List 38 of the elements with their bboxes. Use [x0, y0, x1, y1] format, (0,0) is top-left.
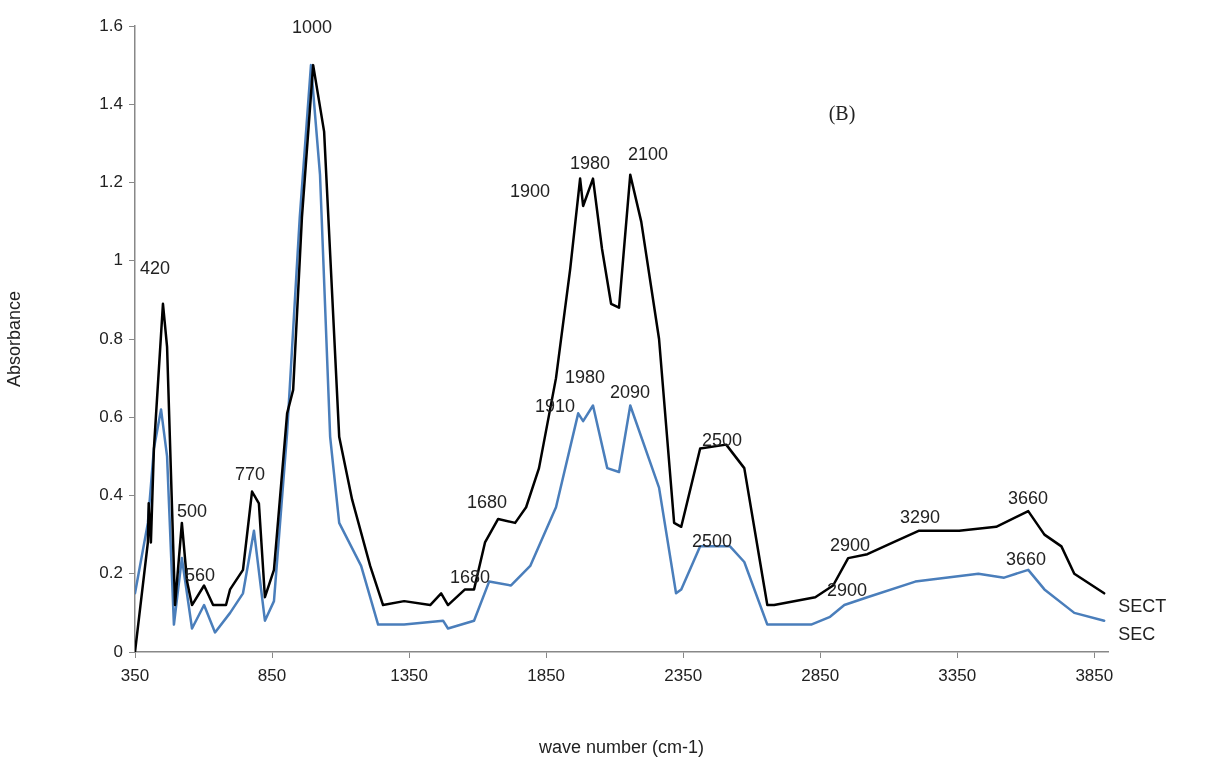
y-tick-label: 1 — [113, 250, 123, 270]
x-tick-label: 3850 — [1075, 665, 1114, 685]
y-tick-label: 0.2 — [99, 563, 123, 583]
x-tick-label: 350 — [120, 665, 150, 685]
series-label: SECT — [1118, 596, 1167, 617]
x-tick-label: 2350 — [664, 665, 703, 685]
annotation: 2100 — [627, 143, 669, 164]
x-tick-label: 1350 — [390, 665, 428, 685]
y-axis-title: Absorbance — [3, 290, 24, 388]
annotation: 1900 — [509, 180, 551, 201]
series-label: SEC — [1118, 623, 1156, 644]
annotation: 1000 — [291, 16, 333, 37]
x-tick-label: 2850 — [801, 665, 840, 685]
annotation: 1680 — [466, 491, 508, 512]
annotation: 3290 — [899, 506, 941, 527]
annotation: 2500 — [701, 429, 743, 450]
y-tick-label: 0.4 — [99, 485, 123, 505]
x-tick-label: 1850 — [527, 665, 566, 685]
y-tick-label: 1.2 — [99, 172, 123, 192]
annotation: 1980 — [569, 152, 611, 173]
y-tick-label: 1.4 — [99, 93, 123, 113]
x-tick-label: 3350 — [938, 665, 977, 685]
y-tick-label: 0.6 — [99, 406, 123, 426]
annotation: 3660 — [1007, 487, 1049, 508]
annotation: 2090 — [609, 381, 651, 402]
annotation: 1980 — [564, 366, 606, 387]
y-tick-label: 0 — [113, 641, 123, 661]
annotation: 3660 — [1005, 548, 1047, 569]
annotation: 500 — [176, 500, 208, 521]
annotation: (B) — [828, 102, 856, 126]
y-tick-label: 0.8 — [99, 328, 123, 348]
annotation: 770 — [234, 463, 266, 484]
annotation: 2900 — [826, 579, 868, 600]
annotation: 420 — [139, 257, 171, 278]
x-tick-label: 850 — [257, 665, 287, 685]
annotation: 2900 — [829, 534, 871, 555]
y-tick-label: 1.6 — [99, 15, 123, 35]
x-axis-title: wave number (cm-1) — [537, 737, 705, 758]
